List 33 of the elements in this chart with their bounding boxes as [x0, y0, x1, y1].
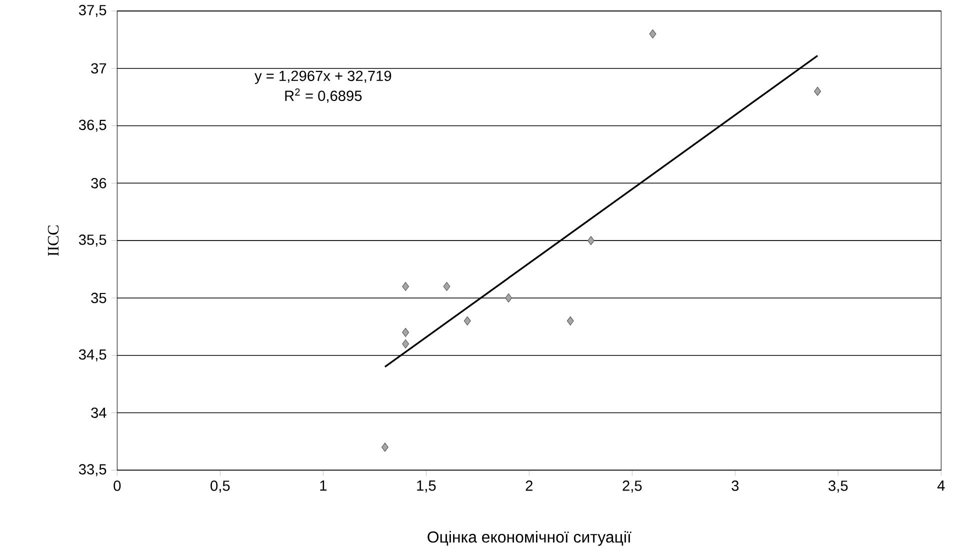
- y-tick-label: 37: [91, 63, 106, 74]
- annotation: y = 1,2967x + 32,719: [254, 70, 392, 84]
- x-tick-label: 0: [114, 480, 121, 491]
- x-tick-label: 4: [937, 480, 945, 491]
- point: [464, 316, 471, 326]
- y-tick-label: 34: [91, 408, 106, 418]
- point: [588, 236, 594, 246]
- point: [402, 282, 410, 292]
- point: [566, 316, 574, 326]
- x-tick-label: 1: [320, 480, 327, 491]
- y-tick-label: 35,5: [78, 234, 106, 247]
- x-tick-label: 3,5: [828, 480, 848, 493]
- y-axis-title: ІІСС: [48, 226, 59, 256]
- y-tick-label: 36: [91, 178, 106, 188]
- x-tick-label: 1,5: [417, 480, 436, 492]
- point: [505, 293, 512, 302]
- x-tick-label: 0,5: [210, 480, 230, 493]
- y-tick-label: 35: [91, 292, 106, 304]
- y-tick-label: 36,5: [78, 120, 106, 132]
- x-axis-title: Оцінка економічної ситуації: [428, 530, 632, 546]
- annotation: R$^{2}$ = 0,6895: [285, 88, 362, 103]
- point: [382, 442, 388, 452]
- y-tick-label: 37,5: [78, 4, 106, 17]
- x-tick-label: 3: [732, 480, 739, 491]
- point: [649, 29, 656, 38]
- point: [443, 282, 450, 292]
- point: [814, 86, 821, 96]
- x-tick-label: 2,5: [622, 480, 642, 493]
- y-tick-label: 33,5: [78, 464, 106, 476]
- point: [402, 328, 410, 337]
- x-tick-label: 2: [526, 480, 532, 491]
- point: [402, 339, 410, 348]
- y-tick-label: 34,5: [78, 349, 106, 362]
